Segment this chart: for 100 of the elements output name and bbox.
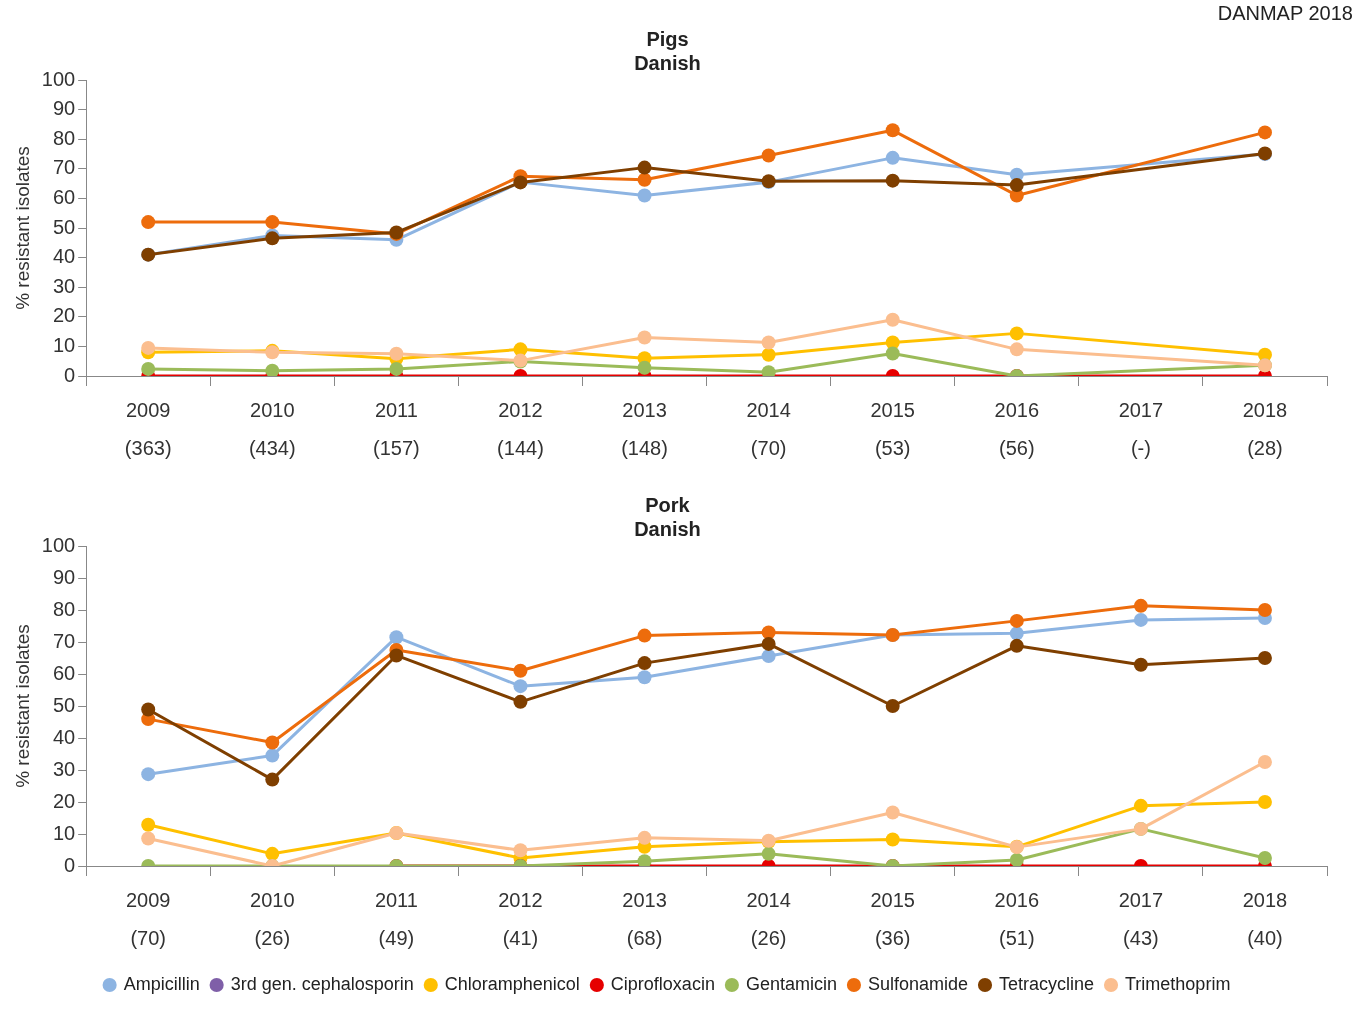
- x-tick-label: 2013 (148): [621, 398, 668, 459]
- x-tick-label: 2018 (40): [1242, 888, 1288, 949]
- y-tick-label: 50: [52, 693, 76, 716]
- point: [637, 160, 652, 175]
- point: [1257, 603, 1272, 617]
- point: [389, 630, 404, 645]
- point: [761, 148, 776, 163]
- x-tick-label: 2012 (144): [497, 398, 544, 459]
- y-tick-label: 50: [52, 215, 76, 238]
- x-tick-label: 2018 (28): [1242, 398, 1288, 459]
- y-tick-label: 20: [52, 789, 76, 812]
- x-tick-label: 2009 (363): [124, 398, 172, 459]
- point: [885, 832, 900, 847]
- point: [265, 215, 280, 230]
- y-axis-title: % resistant isolates: [11, 624, 33, 788]
- legend-label: Gentamicin: [745, 973, 837, 994]
- point: [513, 694, 528, 709]
- point: [761, 649, 776, 664]
- point: [761, 347, 776, 362]
- chart-title: Pigs Danish: [634, 27, 701, 74]
- y-tick-label: 30: [52, 274, 76, 297]
- point: [513, 663, 528, 678]
- point: [637, 854, 652, 866]
- point: [761, 636, 776, 651]
- y-tick-label: 90: [52, 97, 76, 120]
- point: [141, 340, 156, 355]
- y-tick-label: 40: [52, 245, 76, 268]
- x-tick-label: 2010 (434): [248, 398, 296, 459]
- y-tick-label: 80: [52, 597, 76, 620]
- y-tick-label: 100: [41, 533, 76, 556]
- point: [389, 361, 404, 376]
- y-axis-title: % resistant isolates: [11, 146, 33, 310]
- legend-label: Sulfonamide: [867, 973, 968, 994]
- point: [885, 150, 900, 165]
- point: [885, 346, 900, 361]
- point: [637, 360, 652, 375]
- point: [265, 846, 280, 861]
- text: DANMAP 2018: [1217, 2, 1353, 25]
- x-tick-label: 2016 (56): [994, 398, 1040, 459]
- x-tick-label: 2016 (51): [994, 888, 1040, 949]
- point: [141, 361, 156, 376]
- point: [141, 767, 156, 782]
- point: [761, 625, 776, 640]
- point: [141, 817, 156, 832]
- point: [265, 772, 280, 787]
- point: [141, 831, 156, 846]
- point: [513, 679, 528, 694]
- point: [885, 123, 900, 138]
- point: [1133, 598, 1148, 613]
- point: [1257, 755, 1272, 769]
- point: [141, 702, 156, 717]
- y-tick-label: 100: [41, 67, 76, 90]
- y-tick-label: 60: [52, 661, 76, 684]
- point: [637, 188, 652, 203]
- point: [637, 628, 652, 643]
- y-tick-label: 20: [52, 304, 76, 327]
- point: [1009, 613, 1024, 628]
- x-tick-label: 2011 (157): [373, 398, 420, 459]
- y-tick-label: 80: [52, 126, 76, 149]
- x-tick-label: 2015 (53): [870, 398, 915, 459]
- y-tick-label: 70: [52, 629, 76, 652]
- point: [513, 843, 528, 858]
- point: [637, 172, 652, 187]
- point: [389, 648, 404, 663]
- point: [1133, 657, 1148, 672]
- chart-title: Pork Danish: [634, 493, 701, 540]
- y-tick-label: 90: [52, 565, 76, 588]
- legend-label: Ciprofloxacin: [610, 973, 715, 994]
- point: [1009, 342, 1024, 357]
- point: [885, 312, 900, 327]
- point: [1133, 612, 1148, 627]
- point: [265, 748, 280, 763]
- point: [637, 330, 652, 345]
- x-tick-label: 2017 (43): [1118, 888, 1164, 949]
- point: [265, 735, 280, 750]
- x-tick-label: 2011 (49): [374, 888, 418, 949]
- legend-label: Trimethoprim: [1125, 973, 1231, 994]
- legend-label: 3rd gen. cephalosporin: [230, 973, 414, 994]
- x-tick-label: 2017 (-): [1118, 398, 1164, 459]
- y-tick-label: 70: [52, 156, 76, 179]
- point: [1257, 795, 1272, 809]
- point: [637, 670, 652, 685]
- point: [1009, 178, 1024, 193]
- y-tick-label: 60: [52, 185, 76, 208]
- y-tick-label: 30: [52, 757, 76, 780]
- point: [885, 173, 900, 188]
- y-tick-label: 10: [52, 333, 76, 356]
- point: [761, 846, 776, 861]
- point: [1257, 651, 1272, 665]
- y-tick-label: 10: [52, 821, 76, 844]
- x-tick-label: 2009 (70): [125, 888, 171, 949]
- point: [885, 805, 900, 820]
- point: [265, 363, 280, 376]
- x-tick-label: 2012 (41): [498, 888, 543, 949]
- y-tick-label: 0: [64, 853, 76, 876]
- x-tick-label: 2014 (70): [746, 398, 791, 459]
- legend-label: Tetracycline: [998, 973, 1095, 994]
- point: [1009, 626, 1024, 641]
- x-tick-label: 2013 (68): [622, 888, 667, 949]
- point: [885, 699, 900, 713]
